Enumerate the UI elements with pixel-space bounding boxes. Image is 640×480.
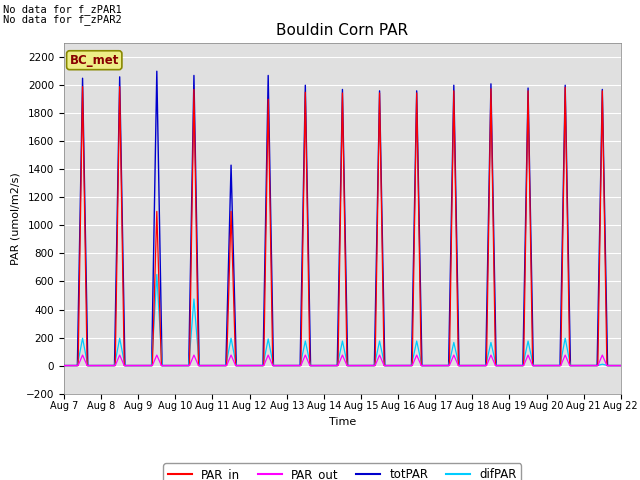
Y-axis label: PAR (umol/m2/s): PAR (umol/m2/s) <box>10 172 20 265</box>
Text: BC_met: BC_met <box>70 54 119 67</box>
Legend: PAR_in, PAR_out, totPAR, difPAR: PAR_in, PAR_out, totPAR, difPAR <box>163 463 522 480</box>
Text: No data for f_zPAR2: No data for f_zPAR2 <box>3 13 122 24</box>
Title: Bouldin Corn PAR: Bouldin Corn PAR <box>276 23 408 38</box>
X-axis label: Time: Time <box>329 417 356 427</box>
Text: No data for f_zPAR1: No data for f_zPAR1 <box>3 4 122 15</box>
